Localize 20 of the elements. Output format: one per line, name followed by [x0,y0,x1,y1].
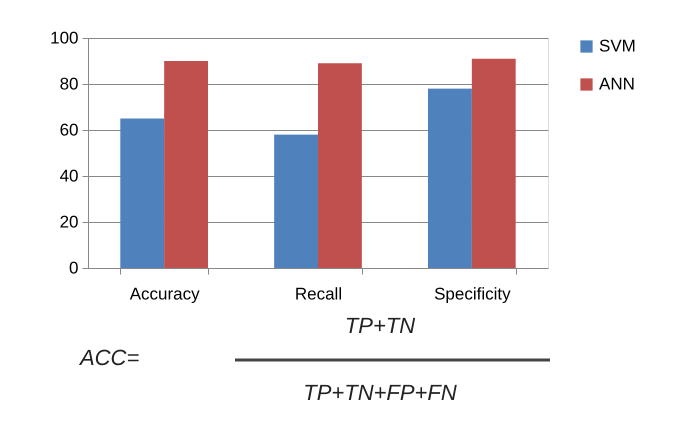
x-tick-label: Specificity [434,284,512,304]
y-tick-label: 60 [60,120,78,140]
y-tick-label: 0 [69,258,78,278]
y-tick-label: 80 [60,74,78,94]
bar [274,134,318,268]
x-tick-label: Recall [294,284,342,304]
bar [428,88,472,268]
text: TP+TN [344,313,416,338]
legend-label: SVM [599,36,636,56]
y-tick-label: 40 [60,166,78,186]
y-tick-label: 100 [50,28,78,48]
text: TP+TN+FP+FN [303,380,457,405]
bar [318,63,362,268]
y-tick-label: 20 [60,212,78,232]
x-tick-label: Accuracy [130,284,200,304]
bar [120,118,164,268]
legend-label: ANN [599,74,635,94]
text: ACC= [78,345,140,370]
bar [472,58,516,268]
bar [164,61,208,268]
